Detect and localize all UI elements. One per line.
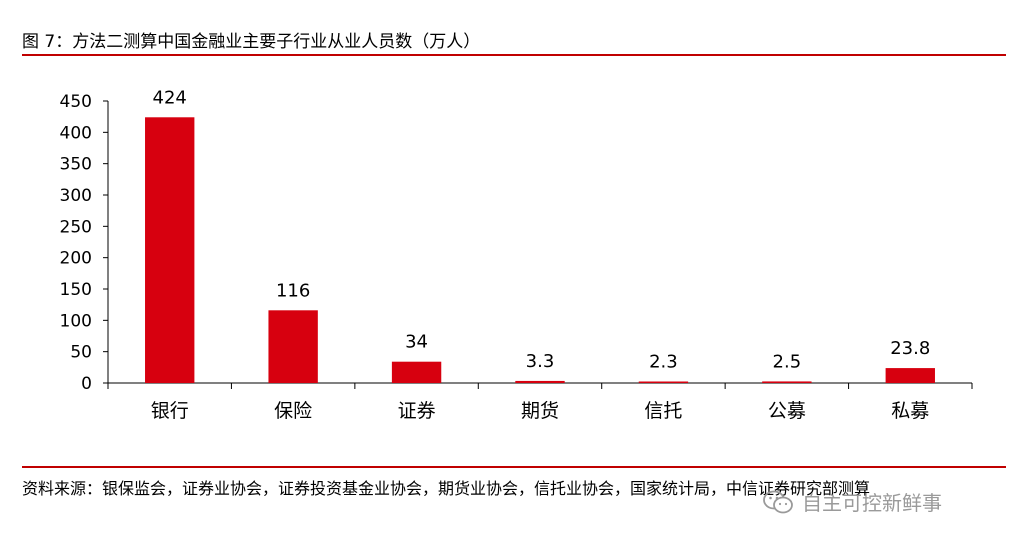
bar-chart: 0 50 100 150 200 250 300 350 400 450 银行 保险 证券 期货 信托 公募… xyxy=(60,87,973,422)
x-axis: 银行 保险 证券 期货 信托 公募 私募 xyxy=(107,382,973,422)
bar xyxy=(391,361,442,383)
category-label: 公募 xyxy=(768,400,806,422)
y-axis: 0 50 100 150 200 250 300 350 400 450 xyxy=(60,92,109,394)
category-label: 证券 xyxy=(398,400,436,422)
category-label: 信托 xyxy=(644,400,682,422)
source-rule xyxy=(22,466,1006,468)
watermark: 自主可控新鲜事 xyxy=(762,487,942,516)
y-tick-label: 50 xyxy=(70,343,92,363)
category-label: 私募 xyxy=(891,400,929,422)
wechat-icon xyxy=(763,490,793,513)
bar xyxy=(145,117,195,383)
bar xyxy=(638,381,689,383)
y-tick-label: 0 xyxy=(81,374,92,394)
data-label: 2.3 xyxy=(649,352,678,373)
data-label: 3.3 xyxy=(526,351,555,372)
data-label: 424 xyxy=(153,87,187,108)
data-label: 34 xyxy=(405,332,428,353)
y-tick-label: 200 xyxy=(60,249,92,269)
bar xyxy=(762,381,812,383)
title-rule xyxy=(22,54,1006,56)
y-tick-label: 100 xyxy=(60,311,92,331)
bars: 424 116 34 3.3 2.3 2.5 23.8 xyxy=(145,87,935,383)
y-tick-label: 300 xyxy=(60,186,92,206)
data-label: 23.8 xyxy=(890,338,930,359)
data-label: 116 xyxy=(276,280,310,301)
data-label: 2.5 xyxy=(773,351,802,372)
bar xyxy=(885,368,935,383)
bar xyxy=(268,310,318,383)
figure-title: 图 7：方法二测算中国金融业主要子行业从业人员数（万人） xyxy=(22,32,481,52)
bar xyxy=(515,380,565,383)
y-tick-label: 250 xyxy=(60,217,92,237)
y-tick-label: 350 xyxy=(60,155,92,175)
y-tick-label: 150 xyxy=(60,280,92,300)
watermark-text: 自主可控新鲜事 xyxy=(802,491,942,515)
category-label: 期货 xyxy=(521,400,559,422)
category-label: 保险 xyxy=(274,400,312,422)
y-tick-label: 400 xyxy=(60,123,92,143)
source-note: 资料来源：银保监会，证券业协会，证券投资基金业协会，期货业协会，信托业协会，国家… xyxy=(22,479,871,498)
y-tick-label: 450 xyxy=(60,92,92,112)
category-label: 银行 xyxy=(151,400,189,422)
